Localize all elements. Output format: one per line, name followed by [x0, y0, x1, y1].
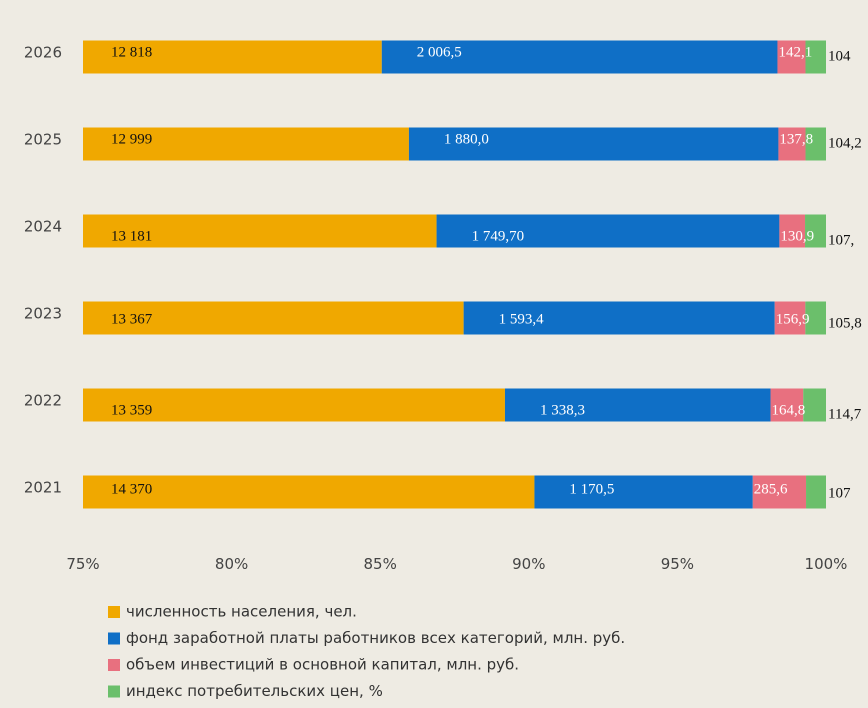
data-label: 13 367 — [111, 311, 153, 327]
bar-segment — [83, 40, 382, 74]
bar-segment — [805, 301, 826, 335]
bar-segment — [803, 388, 826, 422]
bar-segment — [806, 475, 826, 509]
bar-segment — [408, 127, 779, 161]
bar-segment — [770, 388, 804, 422]
plot-area — [83, 40, 826, 509]
bar-segment — [805, 127, 826, 161]
x-tick-label: 85% — [364, 555, 397, 573]
bar-segment — [504, 388, 771, 422]
data-label: 107 — [828, 485, 851, 501]
legend-swatch — [108, 659, 120, 671]
bar-segment — [777, 40, 806, 74]
legend-label: численность населения, чел. — [126, 603, 357, 621]
bar-segment — [778, 127, 806, 161]
data-label: 1 880,0 — [444, 131, 489, 147]
bar-segment — [83, 301, 464, 335]
bar-segment — [381, 40, 778, 74]
data-label: 114,7 — [828, 406, 862, 422]
data-label: 104,2 — [828, 135, 862, 151]
data-label: 130,9 — [780, 228, 814, 244]
data-label: 12 818 — [111, 44, 152, 60]
data-label: 104 — [828, 48, 851, 64]
bar-segment — [805, 214, 826, 248]
bar-segment — [83, 475, 535, 509]
data-label: 142,1 — [778, 44, 812, 60]
bar-segment — [83, 214, 437, 248]
y-tick-label: 2021 — [24, 479, 62, 497]
y-tick-label: 2024 — [24, 218, 62, 236]
data-label: 285,6 — [754, 481, 788, 497]
data-label: 14 370 — [111, 481, 152, 497]
x-tick-label: 80% — [215, 555, 248, 573]
data-label: 2 006,5 — [417, 44, 462, 60]
bar-segment — [752, 475, 807, 509]
data-label: 107, — [828, 232, 854, 248]
data-label: 13 181 — [111, 228, 152, 244]
data-label: 137,8 — [779, 131, 813, 147]
x-tick-label: 90% — [512, 555, 545, 573]
data-label: 156,9 — [776, 311, 810, 327]
legend-label: индекс потребительских цен, % — [126, 682, 383, 700]
y-tick-label: 2022 — [24, 392, 62, 410]
data-label: 12 999 — [111, 131, 152, 147]
data-label: 13 359 — [111, 402, 152, 418]
y-tick-label: 2025 — [24, 131, 62, 149]
legend-swatch — [108, 632, 120, 645]
bar-segment — [83, 388, 505, 422]
x-tick-label: 75% — [66, 555, 99, 573]
bar-segment — [436, 214, 780, 248]
legend-label: фонд заработной платы работников всех ка… — [126, 629, 625, 647]
bar-segment — [83, 127, 409, 161]
bar-segment — [534, 475, 753, 509]
x-tick-label: 100% — [805, 555, 848, 573]
x-tick-label: 95% — [661, 555, 694, 573]
y-tick-label: 2023 — [24, 305, 62, 323]
y-tick-label: 2026 — [24, 44, 62, 62]
data-label: 1 338,3 — [540, 402, 585, 418]
bar-segment — [805, 40, 826, 74]
legend-label: объем инвестиций в основной капитал, млн… — [126, 656, 519, 674]
bar-segment — [779, 214, 806, 248]
bar-segment — [774, 301, 806, 335]
data-label: 1 593,4 — [499, 311, 544, 327]
data-label: 1 170,5 — [569, 481, 614, 497]
legend-swatch — [108, 606, 120, 618]
data-label: 105,8 — [828, 315, 862, 331]
data-label: 1 749,70 — [472, 228, 524, 244]
data-label: 164,8 — [772, 402, 806, 418]
legend-swatch — [108, 685, 120, 698]
bar-segment — [463, 301, 775, 335]
